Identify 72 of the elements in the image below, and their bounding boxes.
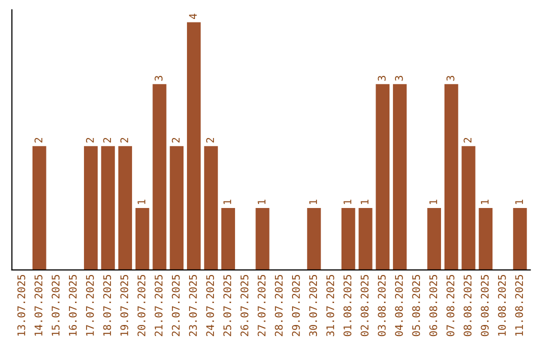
x-tick-label: 01.08.2025 bbox=[343, 274, 352, 336]
x-tick-label: 07.08.2025 bbox=[446, 274, 454, 336]
data-label: 2 bbox=[206, 138, 214, 143]
bar bbox=[462, 146, 476, 270]
x-tick-label: 31.07.2025 bbox=[326, 274, 334, 336]
data-label: 2 bbox=[34, 138, 42, 143]
data-label: 2 bbox=[172, 138, 180, 143]
x-tick-label: 05.08.2025 bbox=[412, 274, 420, 336]
bar bbox=[307, 208, 321, 270]
data-label: 1 bbox=[360, 200, 368, 204]
data-label: 3 bbox=[394, 76, 403, 81]
x-tick-label: 21.07.2025 bbox=[154, 274, 163, 336]
bar bbox=[204, 146, 218, 270]
bar bbox=[513, 208, 527, 270]
data-label: 4 bbox=[189, 14, 197, 19]
data-label: 3 bbox=[446, 76, 454, 81]
bar bbox=[84, 146, 98, 270]
bar bbox=[170, 146, 184, 270]
x-tick-label: 11.08.2025 bbox=[515, 274, 524, 336]
data-label: 2 bbox=[86, 138, 94, 143]
bar bbox=[341, 208, 356, 270]
x-tick-label: 14.07.2025 bbox=[34, 274, 42, 336]
bar bbox=[392, 84, 407, 270]
bar bbox=[376, 84, 390, 270]
data-label: 2 bbox=[103, 138, 111, 143]
x-tick-label: 17.07.2025 bbox=[86, 274, 94, 336]
bar bbox=[101, 146, 115, 270]
data-label: 2 bbox=[120, 138, 128, 143]
x-tick-label: 08.08.2025 bbox=[464, 274, 472, 336]
x-tick-label: 13.07.2025 bbox=[17, 274, 26, 336]
data-label: 1 bbox=[429, 200, 438, 204]
x-tick-label: 16.07.2025 bbox=[68, 274, 77, 336]
bar bbox=[358, 208, 372, 270]
bar bbox=[444, 84, 458, 270]
bar bbox=[135, 208, 150, 270]
x-tick-label: 18.07.2025 bbox=[103, 274, 112, 336]
data-label: 2 bbox=[464, 138, 472, 143]
data-label: 1 bbox=[344, 200, 352, 204]
x-tick-label: 09.08.2025 bbox=[480, 274, 489, 336]
x-tick-label: 03.08.2025 bbox=[378, 274, 386, 336]
data-label: 1 bbox=[258, 200, 266, 204]
bar bbox=[427, 208, 442, 270]
x-tick-label: 02.08.2025 bbox=[360, 274, 369, 336]
bar bbox=[32, 146, 46, 270]
data-label: 3 bbox=[378, 76, 386, 81]
data-label: 1 bbox=[480, 200, 489, 204]
x-tick-label: 23.07.2025 bbox=[189, 274, 197, 336]
bar bbox=[256, 208, 270, 270]
bar bbox=[186, 22, 201, 270]
x-tick-label: 22.07.2025 bbox=[172, 274, 180, 336]
x-tick-label: 24.07.2025 bbox=[206, 274, 214, 336]
x-tick-label: 06.08.2025 bbox=[429, 274, 438, 336]
x-tick-label: 25.07.2025 bbox=[223, 274, 232, 336]
x-tick-label: 27.07.2025 bbox=[258, 274, 266, 336]
x-tick-label: 30.07.2025 bbox=[309, 274, 318, 336]
bar bbox=[221, 208, 236, 270]
bar bbox=[152, 84, 166, 270]
data-label: 1 bbox=[309, 200, 317, 204]
x-tick-label: 19.07.2025 bbox=[120, 274, 128, 336]
data-label: 1 bbox=[138, 200, 146, 204]
bar bbox=[478, 208, 493, 270]
bar bbox=[118, 146, 132, 270]
x-tick-label: 26.07.2025 bbox=[240, 274, 248, 336]
x-tick-label: 20.07.2025 bbox=[138, 274, 146, 336]
data-label: 1 bbox=[223, 200, 232, 204]
x-tick-label: 10.08.2025 bbox=[498, 274, 506, 336]
x-tick-label: 28.07.2025 bbox=[274, 274, 283, 336]
x-tick-label: 15.07.2025 bbox=[52, 274, 60, 336]
data-label: 3 bbox=[154, 76, 163, 81]
x-tick-label: 29.07.2025 bbox=[292, 274, 300, 336]
x-tick-label: 04.08.2025 bbox=[394, 274, 403, 336]
data-label: 1 bbox=[515, 200, 523, 204]
